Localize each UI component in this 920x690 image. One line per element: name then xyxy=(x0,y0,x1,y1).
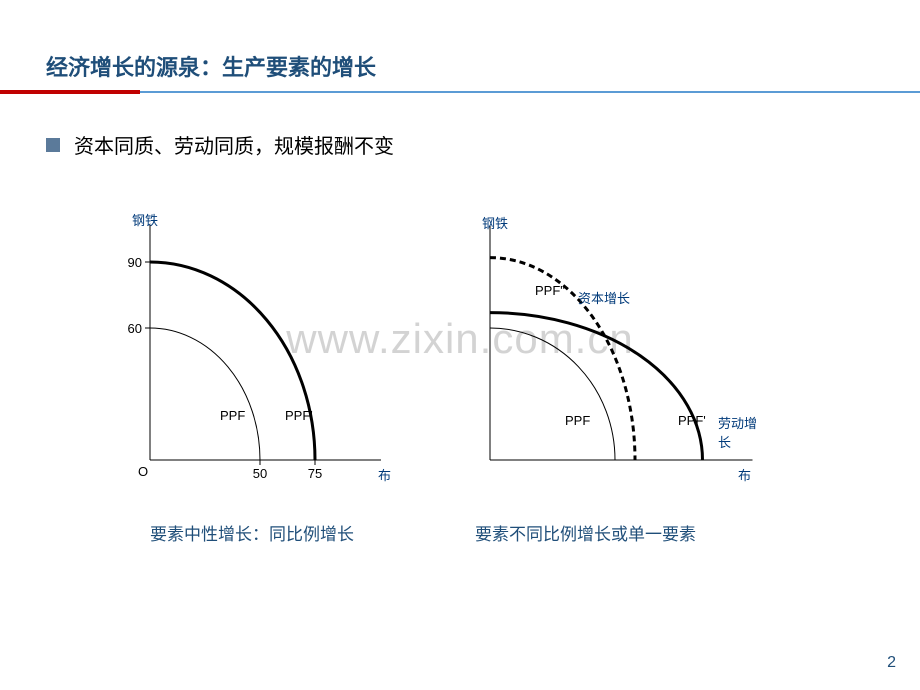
left-x-axis-label: 布 xyxy=(378,465,391,484)
svg-text:60: 60 xyxy=(128,321,142,336)
left-y-axis-label: 钢铁 xyxy=(132,210,158,229)
svg-text:PPF: PPF xyxy=(220,408,245,423)
annot-labor-growth: 劳动增长 xyxy=(718,413,760,451)
chart-left: 60905075OPPFPPF' 钢铁 布 xyxy=(110,215,410,505)
title-rule xyxy=(0,90,920,94)
svg-text:50: 50 xyxy=(253,466,267,481)
svg-text:PPF": PPF" xyxy=(535,283,565,298)
svg-text:PPF': PPF' xyxy=(285,408,313,423)
svg-text:75: 75 xyxy=(308,466,322,481)
right-y-axis-label: 钢铁 xyxy=(482,213,508,232)
svg-text:O: O xyxy=(138,464,148,479)
bullet-row: 资本同质、劳动同质，规模报酬不变 xyxy=(46,130,394,159)
annot-capital-growth: 资本增长 xyxy=(578,288,630,307)
bullet-text: 资本同质、劳动同质，规模报酬不变 xyxy=(74,130,394,159)
chart-left-svg: 60 90 50 75 O PPF PPF' xyxy=(110,215,410,505)
rule-red-segment xyxy=(0,90,140,94)
svg-text:PPF: PPF xyxy=(565,413,590,428)
slide-title: 经济增长的源泉：生产要素的增长 xyxy=(46,50,376,82)
chart-right: PPF PPF' PPF" 钢铁 布 资本增长 劳动增长 xyxy=(460,215,760,505)
svg-text:90: 90 xyxy=(128,255,142,270)
page-number: 2 xyxy=(887,654,896,672)
caption-right: 要素不同比例增长或单一要素 xyxy=(475,520,696,545)
rule-blue-segment xyxy=(140,91,920,93)
caption-left: 要素中性增长：同比例增长 xyxy=(150,520,354,545)
right-x-axis-label: 布 xyxy=(738,465,751,484)
bullet-square-icon xyxy=(46,138,60,152)
chart-right-svg: PPF PPF' PPF" xyxy=(460,215,760,505)
svg-text:PPF': PPF' xyxy=(678,413,706,428)
